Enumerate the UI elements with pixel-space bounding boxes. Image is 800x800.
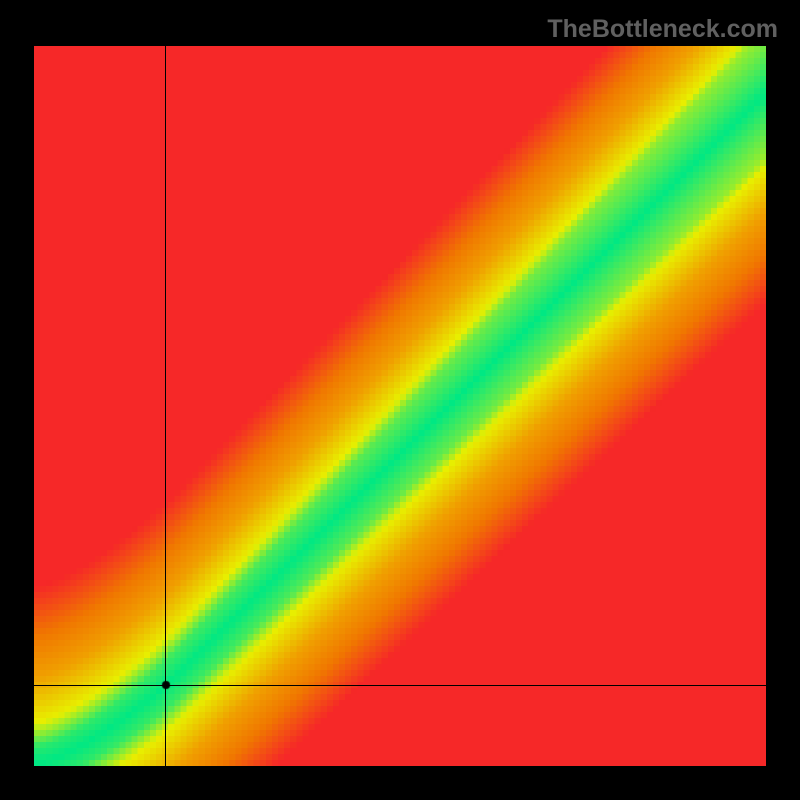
chart-container: TheBottleneck.com xyxy=(0,0,800,800)
crosshair-dot xyxy=(161,680,171,690)
crosshair-horizontal xyxy=(34,685,766,686)
crosshair-vertical xyxy=(165,46,166,766)
bottleneck-heatmap xyxy=(34,46,766,766)
watermark-text: TheBottleneck.com xyxy=(547,15,778,44)
